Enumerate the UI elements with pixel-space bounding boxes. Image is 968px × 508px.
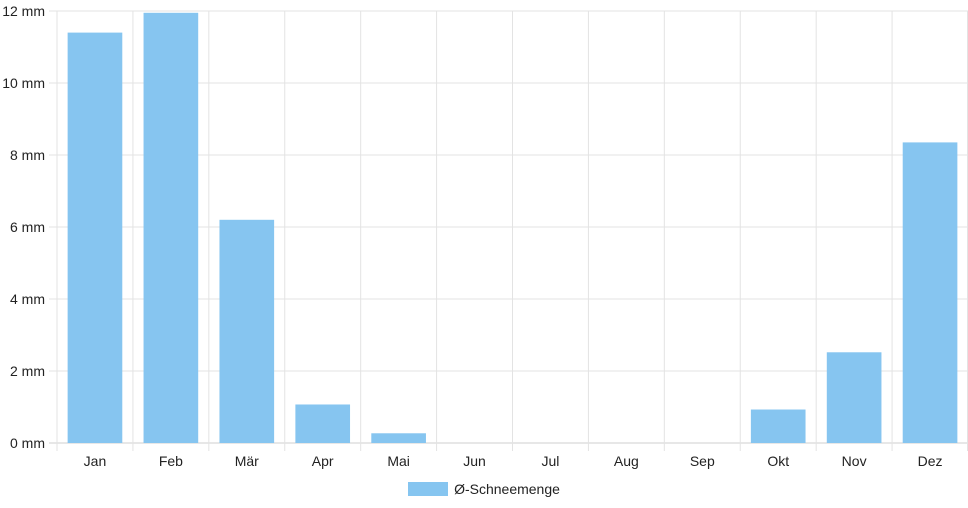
x-tick-label: Aug: [614, 453, 639, 469]
y-tick-label: 8 mm: [10, 147, 45, 163]
bar-feb: [143, 12, 199, 444]
bar-nov: [826, 352, 882, 443]
bar-dez: [902, 142, 958, 443]
x-tick-label: Sep: [690, 453, 715, 469]
bar-jan: [67, 32, 123, 443]
grid-layer: [49, 10, 968, 451]
y-tick-label: 10 mm: [2, 75, 45, 91]
x-axis: Jan Feb Mär Apr Mai Jun Jul Aug Sep Okt Nov Dez: [84, 453, 943, 469]
legend: Ø-Schneemenge: [0, 481, 968, 497]
x-tick-label: Dez: [918, 453, 943, 469]
y-tick-label: 6 mm: [10, 219, 45, 235]
bar-okt: [750, 409, 806, 443]
y-tick-label: 12 mm: [2, 3, 45, 19]
x-tick-label: Mär: [235, 453, 259, 469]
bar-mai: [371, 433, 426, 443]
x-tick-label: Apr: [312, 453, 334, 469]
legend-label: Ø-Schneemenge: [454, 481, 560, 497]
x-tick-label: Jul: [542, 453, 560, 469]
legend-swatch: [408, 482, 449, 496]
bar-apr: [295, 404, 351, 443]
x-tick-label: Feb: [159, 453, 183, 469]
y-tick-label: 2 mm: [10, 363, 45, 379]
y-tick-label: 0 mm: [10, 435, 45, 451]
bar-mär: [219, 219, 275, 443]
x-tick-label: Jun: [463, 453, 486, 469]
bars-layer: [67, 12, 958, 444]
x-tick-label: Okt: [767, 453, 789, 469]
y-tick-label: 4 mm: [10, 291, 45, 307]
y-axis: 0 mm 2 mm 4 mm 6 mm 8 mm 10 mm 12 mm: [2, 3, 45, 451]
x-tick-label: Jan: [84, 453, 107, 469]
legend-item[interactable]: Ø-Schneemenge: [408, 481, 560, 497]
x-tick-label: Nov: [842, 453, 867, 469]
x-tick-label: Mai: [387, 453, 410, 469]
